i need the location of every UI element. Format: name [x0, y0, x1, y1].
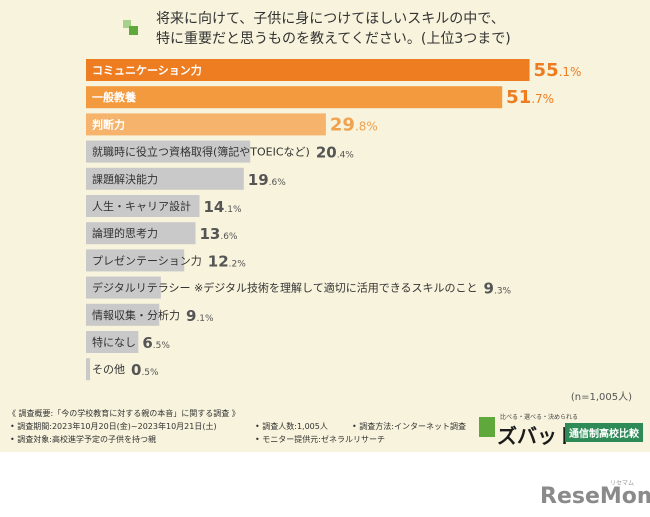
- survey-provider: • モニター提供元:ゼネラルリサーチ: [255, 435, 385, 444]
- survey-target: • 調査対象:高校進学予定の子供を持つ親: [10, 435, 156, 444]
- bar: [86, 358, 91, 381]
- chart-title-line-2: 特に重要だと思うものを教えてください。(上位3つまで): [156, 31, 511, 47]
- survey-title: 《 調査概要:「今の学校教育に対する親の本音」に関する調査 》: [8, 409, 240, 418]
- category-label: プレゼンテーション力: [92, 254, 202, 267]
- bar: [86, 59, 530, 81]
- chart-title-line-1: 将来に向けて、子供に身につけてほしいスキルの中で、: [156, 11, 505, 27]
- category-label: コミュニケーション力: [92, 63, 202, 77]
- category-label: 論理的思考力: [92, 226, 158, 240]
- category-label: 判断力: [92, 117, 125, 131]
- site-logo-sub: リセマム: [610, 480, 635, 487]
- bar: [86, 140, 251, 163]
- bar: [86, 222, 196, 245]
- value-label: 6.5%: [142, 334, 170, 352]
- category-label: その他: [92, 363, 125, 376]
- brand-tagline: 比べる・選べる・決められる: [500, 414, 579, 421]
- value-label: 20.4%: [316, 144, 354, 162]
- value-label: 0.5%: [131, 361, 159, 379]
- category-label: 一般教養: [92, 90, 136, 104]
- value-label: 55.1%: [534, 60, 582, 81]
- category-label: デジタルリテラシー ※デジタル技術を理解して適切に活用できるスキルのこと: [92, 281, 478, 295]
- site-logo: ReseMom: [540, 484, 650, 509]
- survey-period: • 調査期間:2023年10月20日(金)~2023年10月21日(土): [10, 422, 217, 431]
- brand-logo-icon: [479, 417, 495, 437]
- category-label: 就職時に役立つ資格取得(簿記やTOEICなど): [92, 145, 310, 159]
- value-label: 9.1%: [186, 307, 214, 325]
- bar: [86, 249, 185, 272]
- category-label: 特になし: [92, 335, 136, 349]
- bar: [86, 167, 244, 190]
- value-label: 19.6%: [248, 171, 286, 189]
- title-square-icon: [123, 20, 138, 35]
- bar: [86, 195, 200, 217]
- survey-method: • 調査方法:インターネット調査: [352, 422, 466, 431]
- brand-name: ズバット: [497, 424, 577, 448]
- category-label: 情報収集・分析力: [92, 308, 180, 322]
- bar: [86, 113, 326, 136]
- bar: [86, 276, 161, 299]
- bar-chart: コミュニケーション力 55.1% 一般教養 51.7% 判断力 29.8% 就職時に役立つ資…: [86, 59, 582, 381]
- bar: [86, 86, 503, 109]
- value-label: 9.3%: [484, 280, 512, 298]
- value-label: 29.8%: [330, 114, 378, 135]
- value-label: 51.7%: [506, 87, 554, 108]
- bar: [86, 331, 139, 353]
- sample-size-note: (n=1,005人): [570, 392, 632, 403]
- value-label: 12.2%: [208, 252, 246, 270]
- category-label: 人生・キャリア設計: [92, 199, 191, 213]
- bar: [86, 303, 160, 326]
- value-label: 13.6%: [199, 225, 237, 243]
- value-label: 14.1%: [204, 198, 242, 216]
- brand-badge: 通信制高校比較: [565, 423, 643, 442]
- survey-count: • 調査人数:1,005人: [255, 422, 328, 431]
- category-label: 課題解決能力: [92, 172, 158, 186]
